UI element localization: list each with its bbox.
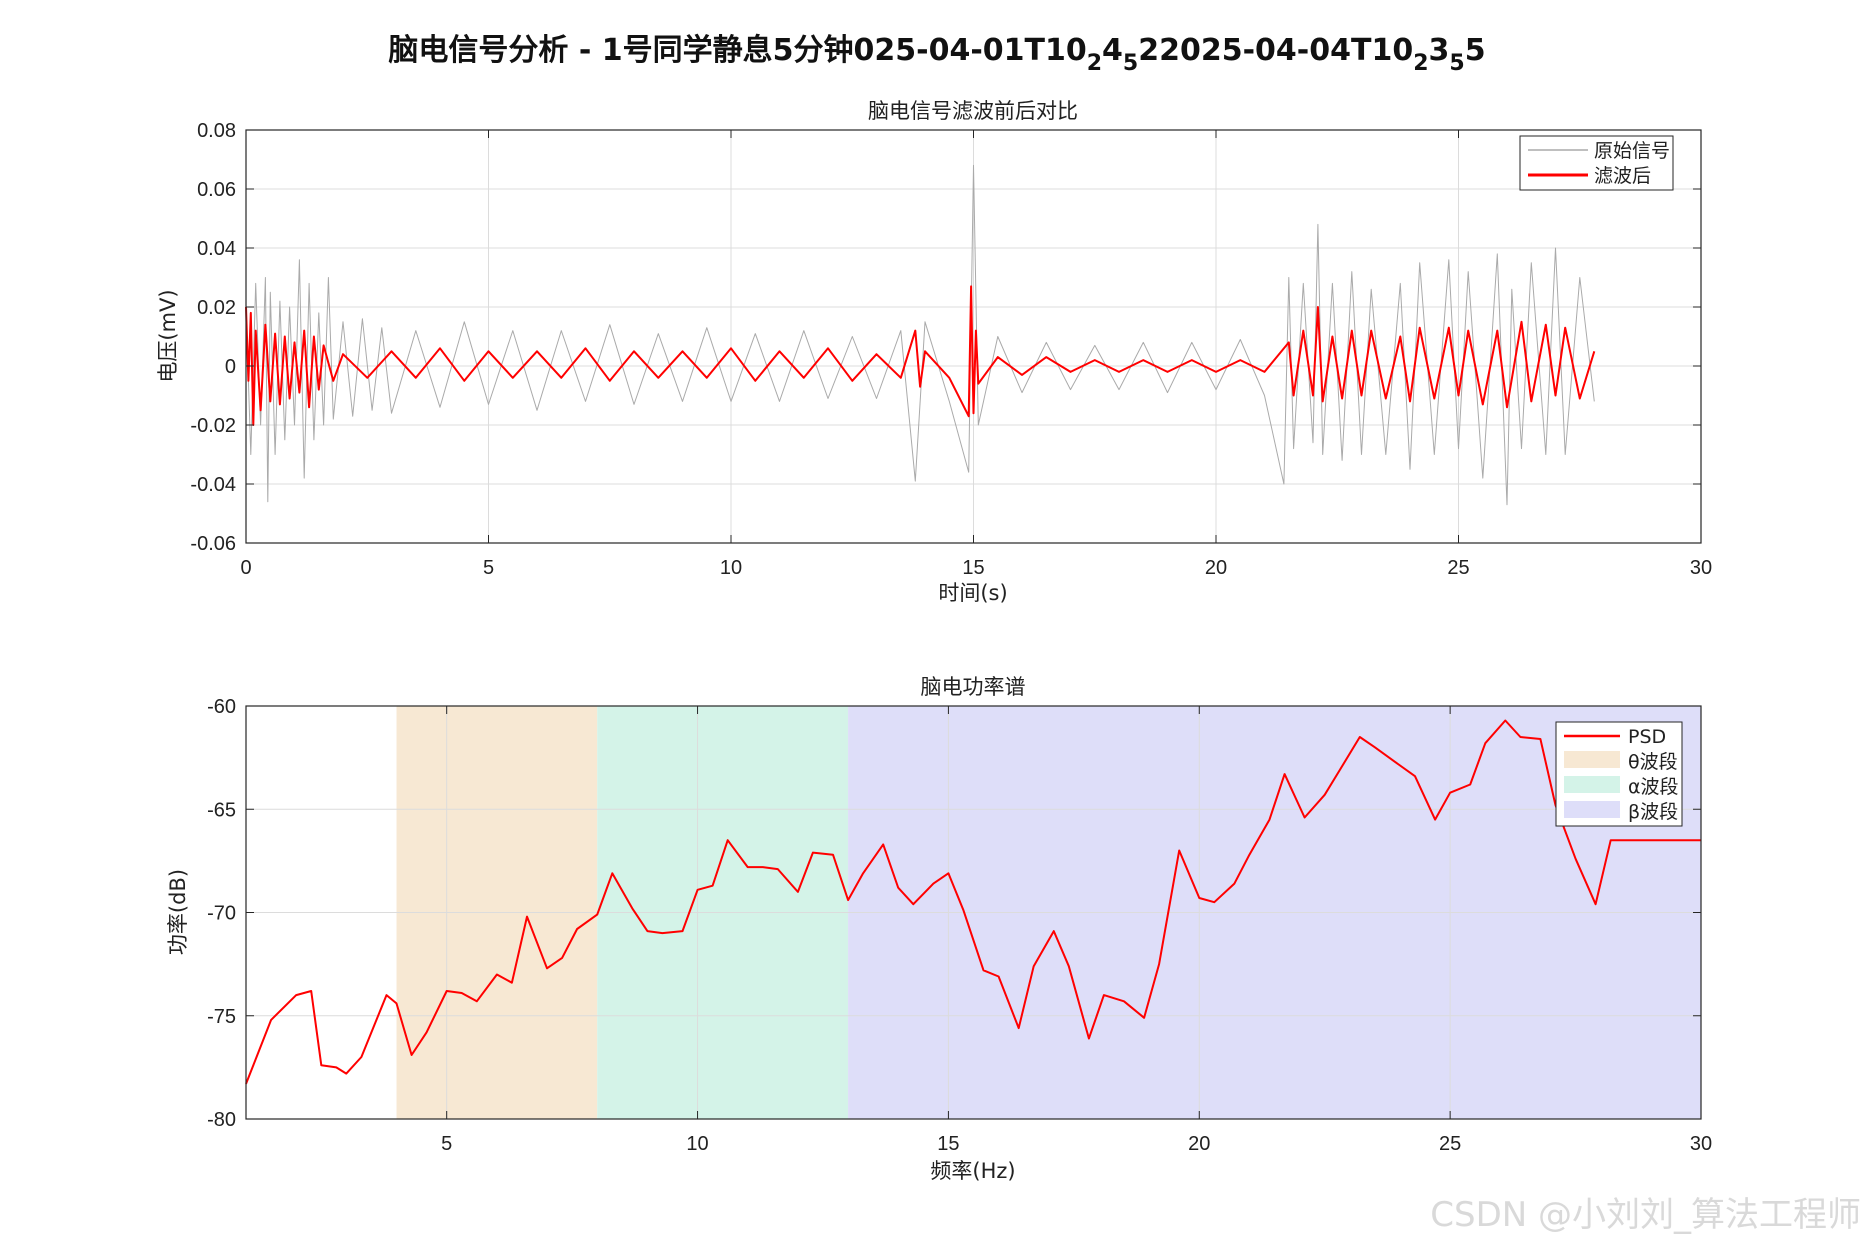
signal-xtick-label: 10 — [720, 557, 742, 579]
suptitle-part: 4 — [1102, 33, 1123, 68]
signal-ytick-label: 0.04 — [197, 238, 236, 260]
suptitle-part: 2 — [1413, 51, 1428, 76]
signal-ytick-label: -0.02 — [190, 415, 236, 437]
psd-series-group — [245, 719, 1701, 1085]
psd-ylabel: 功率(dB) — [166, 869, 190, 955]
psd-xtick-label: 20 — [1188, 1133, 1210, 1155]
signal-title: 脑电信号滤波前后对比 — [868, 99, 1078, 123]
signal-series-滤波后 — [245, 285, 1596, 426]
psd-xtick-label: 10 — [686, 1133, 708, 1155]
signal-legend: 原始信号 滤波后 — [1519, 135, 1674, 191]
psd-legend: PSD θ波段 α波段 β波段 — [1555, 721, 1683, 827]
signal-xlabel: 时间(s) — [938, 581, 1007, 605]
signal-ytick-label: -0.06 — [190, 533, 236, 555]
psd-ytick-label: -60 — [207, 696, 236, 718]
signal-ytick-label: 0 — [225, 356, 236, 378]
suptitle-part: 5 — [1449, 51, 1464, 76]
legend-label-psd: PSD — [1628, 726, 1666, 748]
suptitle-part: 5 — [1123, 51, 1138, 76]
figure-suptitle: 脑电信号分析 - 1号同学静息5分钟025-04-01T1024522025-0… — [388, 33, 1485, 76]
signal-series-原始信号 — [245, 164, 1595, 506]
legend-swatch-theta — [1564, 751, 1620, 768]
signal-ylabel: 电压(mV) — [156, 289, 180, 382]
psd-ytick-label: -75 — [207, 1006, 236, 1028]
legend-label-theta: θ波段 — [1628, 751, 1678, 773]
suptitle-part: 22025-04-04T10 — [1138, 33, 1413, 68]
signal-ticks: 0 5 10 15 20 25 30 -0.06 -0.04 -0.02 0 0.02 0.04 0.06… — [190, 120, 1712, 579]
signal-xtick-label: 20 — [1205, 557, 1227, 579]
watermark: CSDN @小刘刘_算法工程师 — [1430, 1195, 1861, 1235]
suptitle-part: 5 — [1465, 33, 1486, 68]
suptitle-part: 脑电信号分析 - 1号同学静息5分钟025-04-01T10 — [388, 33, 1086, 68]
psd-ytick-label: -65 — [207, 799, 236, 821]
legend-swatch-alpha — [1564, 776, 1620, 793]
signal-ytick-label: 0.02 — [197, 297, 236, 319]
legend-label-beta: β波段 — [1628, 801, 1678, 823]
signal-ytick-label: 0.08 — [197, 120, 236, 142]
legend-label-raw: 原始信号 — [1594, 140, 1670, 162]
signal-xtick-label: 30 — [1690, 557, 1712, 579]
signal-ytick-label: -0.04 — [190, 474, 236, 496]
psd-ytick-label: -80 — [207, 1109, 236, 1131]
psd-xtick-label: 15 — [937, 1133, 959, 1155]
suptitle-part: 3 — [1429, 33, 1450, 68]
signal-axes: 0 5 10 15 20 25 30 -0.06 -0.04 -0.02 0 0.02 0.04 0.06… — [156, 99, 1712, 605]
psd-axes: 5 10 15 20 25 30-80-75-70-65-60 脑电功率谱 频率(Hz) … — [166, 675, 1712, 1183]
suptitle-part: 2 — [1087, 51, 1102, 76]
psd-xtick-label: 5 — [441, 1133, 452, 1155]
psd-grid — [246, 706, 1701, 1119]
psd-xtick-label: 25 — [1439, 1133, 1461, 1155]
signal-series-group — [245, 164, 1596, 506]
psd-ytick-label: -70 — [207, 903, 236, 925]
psd-xlabel: 频率(Hz) — [930, 1159, 1015, 1183]
signal-xtick-label: 15 — [962, 557, 984, 579]
legend-label-filtered: 滤波后 — [1594, 165, 1651, 187]
signal-xtick-label: 25 — [1447, 557, 1469, 579]
signal-xtick-label: 0 — [240, 557, 251, 579]
psd-ticks: 5 10 15 20 25 30 -80 -75 -70 -65 -60 — [207, 696, 1712, 1155]
signal-xtick-label: 5 — [483, 557, 494, 579]
psd-title: 脑电功率谱 — [921, 675, 1026, 699]
psd-xtick-label: 30 — [1690, 1133, 1712, 1155]
signal-ytick-label: 0.06 — [197, 179, 236, 201]
legend-swatch-beta — [1564, 801, 1620, 818]
psd-series-PSD — [245, 719, 1701, 1085]
signal-legend-box — [1519, 135, 1674, 191]
legend-label-alpha: α波段 — [1628, 776, 1679, 798]
